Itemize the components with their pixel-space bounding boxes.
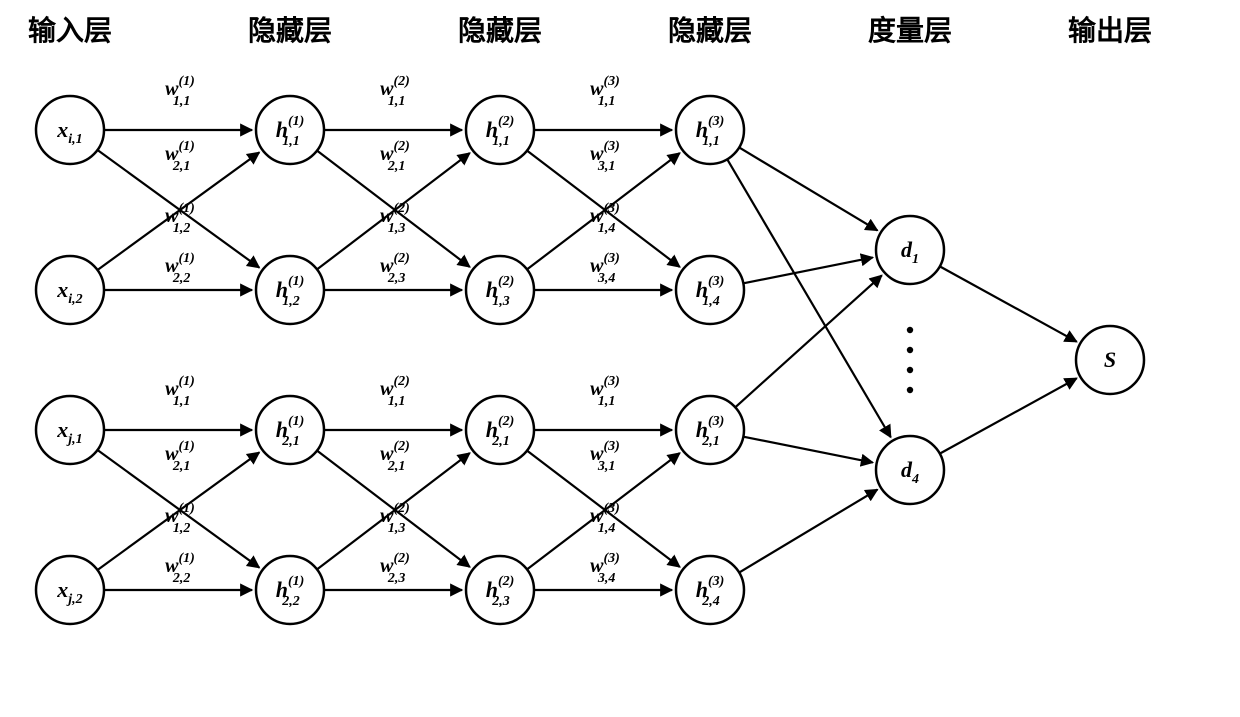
edge-weight-label: w(3)1,1 <box>590 374 620 409</box>
node-circle <box>466 96 534 164</box>
edge-weight-label: w(2)2,1 <box>380 139 410 174</box>
node-circle <box>36 96 104 164</box>
node-circle <box>36 556 104 624</box>
edge-weight-label: w(3)3,4 <box>590 251 620 286</box>
node-circle <box>256 396 324 464</box>
edge-weight-label: w(3)1,1 <box>590 74 620 109</box>
node-circle <box>676 396 744 464</box>
edge-weight-label: w(3)3,1 <box>590 139 620 174</box>
edge-weight-label: w(1)2,1 <box>165 439 195 474</box>
layer-label: 度量层 <box>868 15 952 47</box>
node-circle <box>466 556 534 624</box>
node-circle <box>676 256 744 324</box>
edge-weight-label: w(3)3,4 <box>590 551 620 586</box>
node-circle <box>676 556 744 624</box>
nodes-group: xi,1xi,2xj,1xj,2h(1)1,1h(1)1,2h(1)2,1h(1… <box>36 96 1144 624</box>
ellipsis-dot <box>907 387 913 393</box>
layer-label: 隐藏层 <box>668 15 752 47</box>
edge <box>940 266 1077 341</box>
edge-weight-label: w(2)2,3 <box>380 551 410 586</box>
edge <box>727 159 890 437</box>
node-circle <box>256 96 324 164</box>
edge-weight-label: w(1)2,2 <box>165 551 195 586</box>
edge-weight-label: w(2)1,1 <box>380 74 410 109</box>
node-circle <box>466 256 534 324</box>
edge-weight-label: w(1)2,1 <box>165 139 195 174</box>
edge-weight-label: w(1)1,1 <box>165 74 195 109</box>
edge-weight-label: w(1)1,1 <box>165 374 195 409</box>
ellipsis-dot <box>907 367 913 373</box>
node-circle <box>36 256 104 324</box>
edge <box>735 275 881 407</box>
edge-weight-label: w(3)3,1 <box>590 439 620 474</box>
edge <box>739 147 877 230</box>
edge <box>940 378 1077 453</box>
edge-weight-label: w(2)2,3 <box>380 251 410 286</box>
ellipsis-dot <box>907 327 913 333</box>
edge-weight-label: w(2)1,1 <box>380 374 410 409</box>
node-circle <box>676 96 744 164</box>
layer-label: 输入层 <box>28 14 112 47</box>
node-circle <box>256 256 324 324</box>
edge-weight-label: w(2)2,1 <box>380 439 410 474</box>
node-label: S <box>1104 347 1116 372</box>
edge-weight-label: w(1)2,2 <box>165 251 195 286</box>
layer-label: 隐藏层 <box>458 15 542 47</box>
neural-network-diagram: 输入层隐藏层隐藏层隐藏层度量层输出层w(1)1,1w(1)2,1w(1)1,2w… <box>10 10 1240 707</box>
edge <box>743 257 872 283</box>
edge <box>739 490 877 573</box>
edges-group: w(1)1,1w(1)2,1w(1)1,2w(1)2,2w(1)1,1w(1)2… <box>97 74 1076 590</box>
ellipsis-dot <box>907 347 913 353</box>
node-circle <box>36 396 104 464</box>
node-circle <box>466 396 534 464</box>
layer-label: 输出层 <box>1068 14 1152 47</box>
edge <box>743 437 872 463</box>
layer-label: 隐藏层 <box>248 15 332 47</box>
node-circle <box>256 556 324 624</box>
